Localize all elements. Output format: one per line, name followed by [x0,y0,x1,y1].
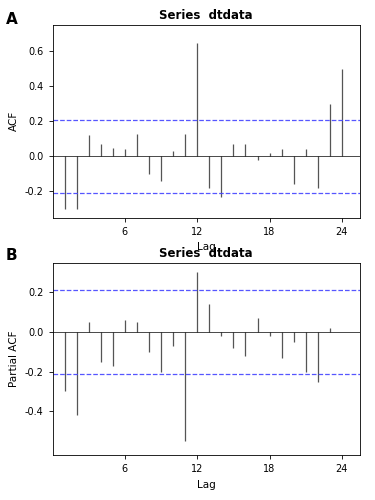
X-axis label: Lag: Lag [197,242,216,252]
Title: Series  dtdata: Series dtdata [159,247,253,260]
Title: Series  dtdata: Series dtdata [159,10,253,22]
Y-axis label: Partial ACF: Partial ACF [9,330,19,387]
X-axis label: Lag: Lag [197,480,216,490]
Y-axis label: ACF: ACF [9,111,19,132]
Text: A: A [6,12,17,28]
Text: B: B [6,248,17,262]
